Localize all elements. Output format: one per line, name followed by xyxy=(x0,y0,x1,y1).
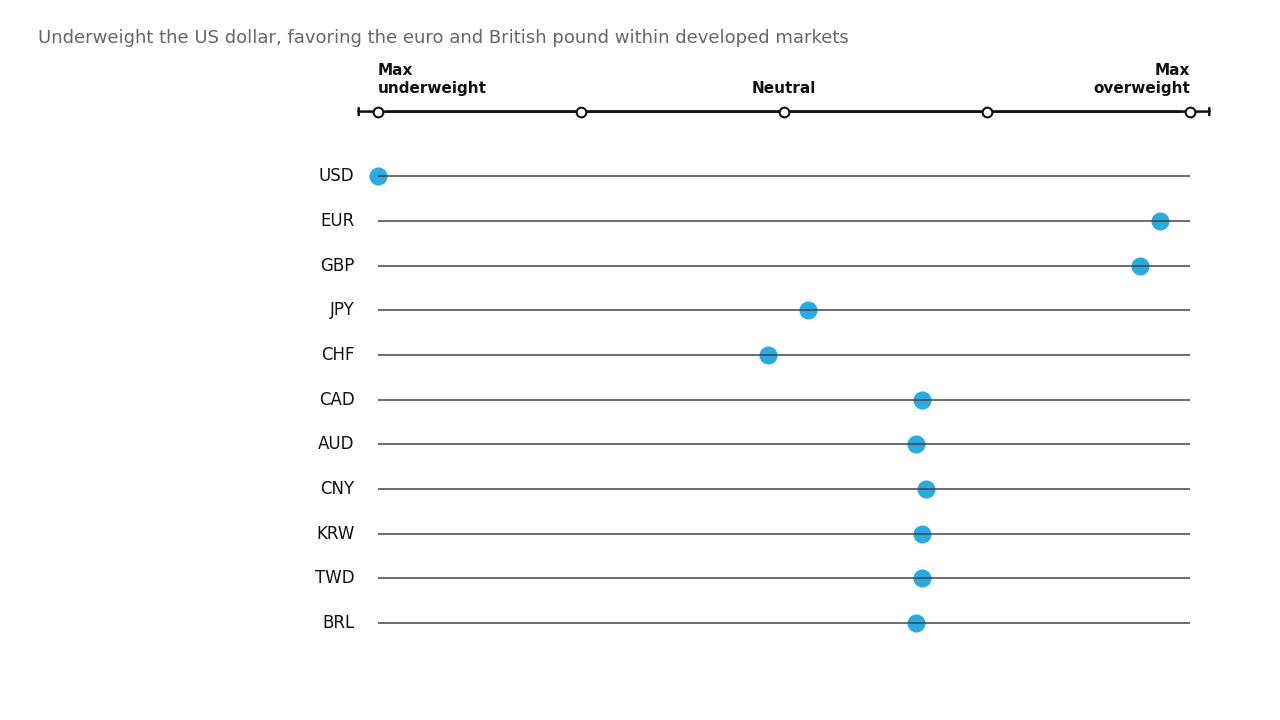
Text: CHF: CHF xyxy=(321,346,355,364)
Text: EUR: EUR xyxy=(320,212,355,230)
Text: GBP: GBP xyxy=(320,257,355,274)
Text: BRL: BRL xyxy=(323,613,355,632)
Text: Max
overweight: Max overweight xyxy=(1093,63,1190,96)
Text: TWD: TWD xyxy=(315,569,355,588)
Text: KRW: KRW xyxy=(316,524,355,543)
Text: JPY: JPY xyxy=(330,302,355,320)
Text: Neutral: Neutral xyxy=(751,81,817,96)
Text: CAD: CAD xyxy=(319,390,355,409)
Text: Max
underweight: Max underweight xyxy=(378,63,486,96)
Text: USD: USD xyxy=(319,167,355,185)
Text: AUD: AUD xyxy=(317,435,355,454)
Text: CNY: CNY xyxy=(320,480,355,498)
Text: Underweight the US dollar, favoring the euro and British pound within developed : Underweight the US dollar, favoring the … xyxy=(38,29,849,47)
